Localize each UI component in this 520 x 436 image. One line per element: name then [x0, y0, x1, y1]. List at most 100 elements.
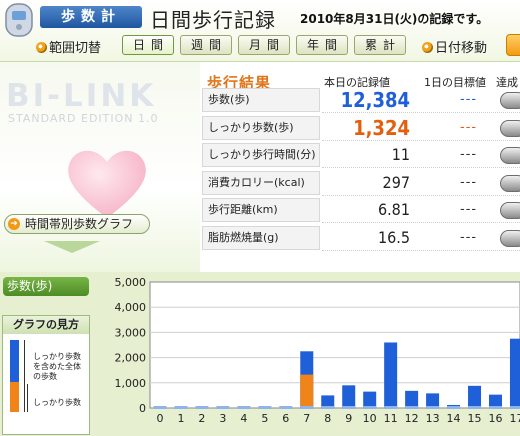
achievement-toggle[interactable]: [500, 119, 520, 137]
row-value: 1,324: [353, 115, 410, 140]
x-tick-label: 17: [509, 412, 520, 425]
hourly-steps-graph-button[interactable]: ➜ 時間帯別歩数グラフ: [4, 214, 150, 234]
x-tick-label: 13: [426, 412, 440, 425]
logo: BI-LINK: [6, 78, 157, 114]
bar-baseline-marker: [279, 406, 293, 409]
row-target: ---: [460, 229, 478, 245]
x-tick-label: 2: [198, 412, 205, 425]
achievement-toggle[interactable]: [500, 147, 520, 164]
header: 歩数計 日間歩行記録 2010年8月31日(火)の記録です。 範囲切替 日間 週…: [0, 0, 520, 62]
results-row: しっかり歩行時間(分) 11 ---: [202, 143, 520, 169]
bar-baseline-marker: [468, 406, 482, 409]
bullet-icon: [422, 42, 433, 53]
row-label: しっかり歩行時間(分): [202, 143, 320, 167]
achievement-toggle[interactable]: [500, 92, 520, 109]
range-button-weekly[interactable]: 週間: [180, 35, 232, 55]
x-tick-label: 5: [261, 412, 268, 425]
x-tick-label: 1: [177, 412, 184, 425]
range-button-daily[interactable]: 日間: [122, 35, 174, 55]
legend-brisk-bar: [10, 382, 19, 412]
pedometer-icon: [5, 3, 33, 37]
results-title: 歩行結果: [207, 74, 272, 92]
graph-steps-tab[interactable]: 歩数(歩): [3, 277, 89, 296]
range-switch-label: 範囲切替: [36, 37, 101, 56]
bar-baseline-marker: [321, 406, 335, 409]
bullet-icon: [36, 42, 47, 53]
row-divider: [322, 194, 520, 196]
row-target: ---: [460, 119, 478, 135]
y-tick-label: 1,000: [115, 377, 147, 390]
achievement-toggle[interactable]: [500, 202, 520, 219]
row-divider: [322, 249, 520, 251]
achievement-toggle[interactable]: [500, 229, 520, 247]
row-target: ---: [460, 92, 478, 107]
row-label: 歩数(歩): [202, 88, 320, 112]
row-value: 16.5: [377, 227, 410, 247]
row-target: ---: [460, 174, 478, 190]
bar-baseline-marker: [488, 406, 502, 409]
y-tick-label: 5,000: [115, 276, 147, 289]
bar-baseline-marker: [509, 406, 520, 409]
achievement-toggle[interactable]: [500, 174, 520, 192]
range-button-cumulative[interactable]: 累計: [354, 35, 406, 55]
bar-baseline-marker: [342, 406, 356, 409]
x-tick-label: 15: [468, 412, 482, 425]
x-tick-label: 10: [363, 412, 377, 425]
legend-total-text: しっかり歩数を含めた全体の歩数: [33, 352, 81, 381]
bar-baseline-marker: [384, 406, 398, 409]
x-tick-label: 4: [240, 412, 247, 425]
bar-baseline-marker: [405, 406, 419, 409]
range-button-monthly[interactable]: 月間: [238, 35, 290, 55]
results-row: 歩行距離(km) 6.81 ---: [202, 198, 520, 224]
column-header-achievement: 達成: [496, 76, 518, 89]
bar-total: [468, 385, 482, 408]
column-header-today: 本日の記録値: [324, 76, 390, 89]
walking-results-panel: 歩行結果 本日の記録値 1日の目標値 達成 歩数(歩) 12,384 --- しっかり…: [200, 62, 520, 272]
row-divider: [322, 222, 520, 223]
row-divider: [322, 112, 520, 113]
range-button-yearly[interactable]: 年間: [296, 35, 348, 55]
row-label: しっかり歩数(歩): [202, 115, 320, 140]
bar-total: [405, 390, 419, 408]
bar-total: [426, 393, 440, 408]
x-tick-label: 12: [405, 412, 419, 425]
graph-area: 歩数(歩) グラフの見方 しっかり歩数を含めた全体の歩数 しっかり歩数 0 1,0…: [0, 272, 520, 436]
x-tick-label: 7: [303, 412, 310, 425]
page-title: 日間歩行記録: [150, 8, 276, 32]
results-row: しっかり歩数(歩) 1,324 ---: [202, 115, 520, 142]
bar-baseline-marker: [174, 406, 188, 409]
graph-legend: グラフの見方 しっかり歩数を含めた全体の歩数 しっかり歩数: [2, 315, 90, 435]
x-tick-label: 16: [488, 412, 502, 425]
bar-total: [488, 394, 502, 408]
date-prev-button[interactable]: [506, 34, 520, 56]
x-tick-label: 3: [219, 412, 226, 425]
y-tick-label: 3,000: [115, 326, 147, 339]
bar-total: [342, 385, 356, 408]
row-label: 歩行距離(km): [202, 198, 320, 222]
bar-total: [384, 342, 398, 408]
bar-baseline-marker: [426, 406, 440, 409]
row-value: 297: [382, 172, 410, 192]
results-row: 消費カロリー(kcal) 297 ---: [202, 170, 520, 197]
bar-brisk: [300, 374, 314, 408]
row-divider: [322, 167, 520, 168]
arrow-right-icon: ➜: [8, 218, 20, 230]
row-divider: [322, 139, 520, 141]
bar-baseline-marker: [363, 406, 377, 409]
y-tick-label: 2,000: [115, 352, 147, 365]
bar-baseline-marker: [195, 406, 209, 409]
row-value: 11: [391, 145, 410, 164]
legend-total-bar: [10, 340, 19, 382]
bar-baseline-marker: [258, 406, 272, 409]
bar-total: [321, 395, 335, 408]
row-target: ---: [460, 147, 478, 162]
bar-baseline-marker: [237, 406, 251, 409]
x-tick-label: 8: [324, 412, 331, 425]
column-header-target: 1日の目標値: [424, 76, 486, 89]
record-date: 2010年8月31日(火)の記録です。: [300, 12, 489, 26]
row-label: 脂肪燃焼量(g): [202, 225, 320, 250]
bar-baseline-marker: [300, 406, 314, 409]
row-target: ---: [460, 202, 478, 217]
results-row: 脂肪燃焼量(g) 16.5 ---: [202, 225, 520, 252]
